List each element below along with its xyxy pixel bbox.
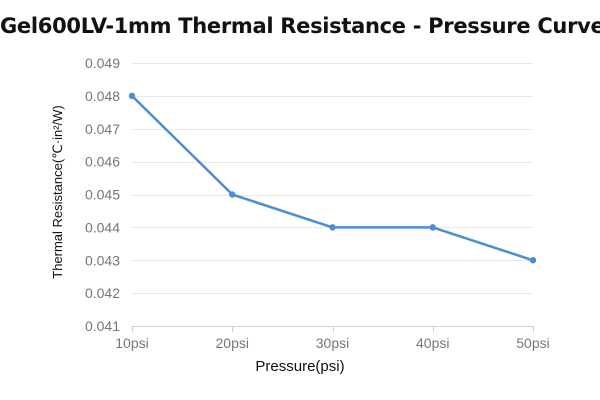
y-tick-label: 0.044 — [85, 219, 120, 235]
data-point — [529, 257, 537, 264]
x-axis-ticks: 10psi 20psi 30psi 40psi 50psi — [115, 335, 549, 351]
data-series — [128, 92, 537, 264]
x-tick-label: 20psi — [216, 335, 249, 351]
y-tick-label: 0.045 — [85, 187, 120, 203]
data-point — [329, 224, 336, 231]
y-axis: 0.049 0.048 0.047 0.046 0.045 0.044 0.043 0.042… — [85, 55, 120, 334]
y-tick-label: 0.041 — [85, 318, 120, 334]
y-axis-title: Thermal Resistance(℃·in²/W) — [50, 105, 65, 279]
data-point — [229, 191, 236, 198]
data-point — [429, 224, 436, 231]
x-tick-label: 10psi — [115, 335, 148, 351]
y-tick-label: 0.049 — [85, 55, 120, 71]
x-tick-label: 40psi — [416, 335, 449, 351]
x-axis-title: Pressure(psi) — [255, 358, 344, 375]
series-line — [130, 94, 535, 262]
y-tick-label: 0.043 — [85, 252, 120, 268]
x-tick-label: 50psi — [516, 335, 549, 351]
y-tick-label: 0.046 — [85, 154, 120, 170]
y-tick-label: 0.042 — [85, 285, 120, 301]
data-point — [128, 92, 136, 100]
gridlines — [132, 63, 533, 294]
x-tick-label: 30psi — [316, 335, 349, 351]
y-tick-label: 0.047 — [85, 121, 120, 137]
chart-title: Gel600LV-1mm Thermal Resistance - Pressu… — [0, 14, 600, 38]
y-tick-label: 0.048 — [85, 88, 120, 104]
x-axis — [132, 326, 534, 332]
